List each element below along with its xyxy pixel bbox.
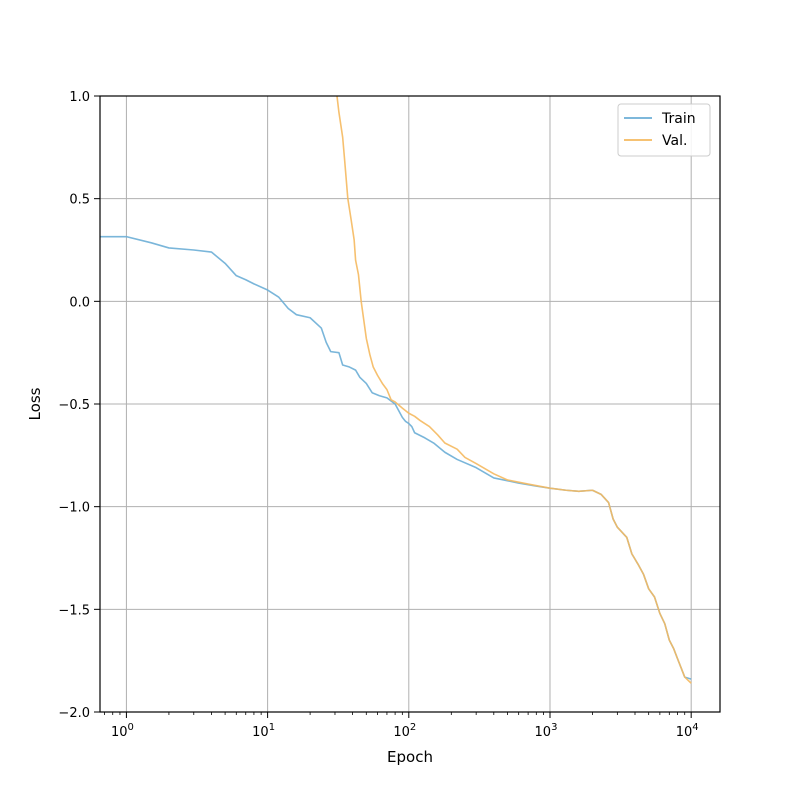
- legend-label: Train: [661, 111, 696, 127]
- series-line-val: [336, 95, 692, 684]
- x-tick-label: 100: [111, 722, 134, 740]
- axis-ticks: 100 101 102 103 104 1.0 0.5 0.0 −0.5 −1.0 −1.5 −2.0: [58, 90, 698, 740]
- series-lines: [100, 95, 692, 684]
- y-tick-label: −2.0: [58, 706, 90, 721]
- x-tick-label: 101: [252, 722, 275, 740]
- y-tick-label: 0.5: [69, 193, 90, 208]
- y-tick-label: −0.5: [58, 398, 90, 413]
- grid: [100, 95, 720, 713]
- legend-box: [617, 103, 711, 157]
- y-tick-label: 1.0: [69, 90, 90, 105]
- x-axis-title: Epoch: [387, 748, 433, 766]
- x-tick-label: 104: [676, 722, 699, 740]
- y-axis-title: Loss: [26, 387, 44, 420]
- y-tick-label: 0.0: [69, 295, 90, 310]
- x-tick-label: 103: [535, 722, 558, 740]
- y-tick-label: −1.5: [58, 603, 90, 618]
- legend: Train Val.: [617, 103, 711, 157]
- x-tick-label: 102: [393, 722, 416, 740]
- legend-label: Val.: [662, 133, 687, 149]
- y-tick-label: −1.0: [58, 501, 90, 516]
